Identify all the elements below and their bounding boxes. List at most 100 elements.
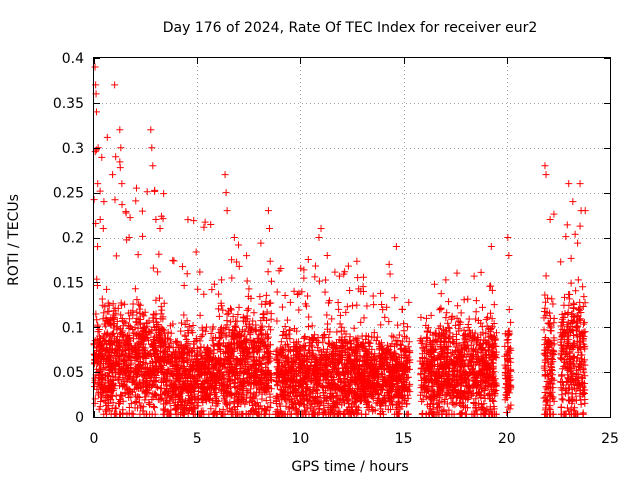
data-point bbox=[183, 401, 191, 409]
data-point bbox=[144, 334, 152, 342]
data-point bbox=[155, 354, 163, 362]
data-point bbox=[140, 312, 148, 320]
data-point bbox=[285, 348, 293, 356]
data-point bbox=[252, 327, 260, 335]
data-point bbox=[489, 340, 497, 348]
data-point bbox=[286, 298, 294, 306]
data-point bbox=[117, 311, 125, 319]
data-point bbox=[173, 337, 181, 345]
data-point bbox=[133, 296, 141, 304]
data-point bbox=[95, 405, 103, 413]
data-point bbox=[356, 361, 364, 369]
data-point bbox=[428, 362, 436, 370]
data-point bbox=[99, 301, 107, 309]
data-point bbox=[143, 351, 151, 359]
data-point bbox=[113, 352, 121, 360]
data-point bbox=[260, 371, 268, 379]
data-point bbox=[491, 392, 499, 400]
data-point bbox=[387, 356, 395, 364]
data-point bbox=[436, 322, 444, 330]
data-point bbox=[122, 208, 130, 216]
data-point bbox=[405, 338, 413, 346]
data-point bbox=[263, 316, 271, 324]
data-point bbox=[185, 322, 193, 330]
data-point bbox=[436, 332, 444, 340]
data-point bbox=[177, 398, 185, 406]
data-point bbox=[219, 389, 227, 397]
data-point bbox=[241, 318, 249, 326]
data-point bbox=[181, 349, 189, 357]
data-point bbox=[222, 398, 230, 406]
data-point bbox=[400, 327, 408, 335]
data-point bbox=[502, 384, 510, 392]
data-point bbox=[464, 332, 472, 340]
data-point bbox=[346, 378, 354, 386]
data-point bbox=[458, 376, 466, 384]
data-point bbox=[179, 365, 187, 373]
data-point bbox=[470, 373, 478, 381]
data-point bbox=[449, 338, 457, 346]
data-point bbox=[504, 348, 512, 356]
data-point bbox=[348, 358, 356, 366]
data-point bbox=[257, 370, 265, 378]
data-point bbox=[200, 290, 208, 298]
data-point bbox=[103, 355, 111, 363]
data-point bbox=[277, 349, 285, 357]
data-point bbox=[273, 317, 281, 325]
data-point bbox=[237, 368, 245, 376]
data-point bbox=[149, 310, 157, 318]
data-point bbox=[191, 371, 199, 379]
data-point bbox=[375, 391, 383, 399]
data-point bbox=[181, 379, 189, 387]
data-point bbox=[239, 396, 247, 404]
data-point bbox=[286, 326, 294, 334]
data-point bbox=[304, 397, 312, 405]
data-point bbox=[166, 397, 174, 405]
data-point bbox=[244, 349, 252, 357]
data-point bbox=[402, 374, 410, 382]
data-point bbox=[262, 298, 270, 306]
data-point bbox=[111, 373, 119, 381]
data-point bbox=[334, 298, 342, 306]
data-point bbox=[260, 354, 268, 362]
data-point bbox=[461, 350, 469, 358]
data-point bbox=[324, 400, 332, 408]
data-point bbox=[215, 376, 223, 384]
data-point bbox=[347, 403, 355, 411]
data-point bbox=[160, 400, 168, 408]
data-point bbox=[354, 404, 362, 412]
data-point bbox=[226, 368, 234, 376]
data-point bbox=[312, 367, 320, 375]
data-point bbox=[167, 406, 175, 414]
data-point bbox=[502, 391, 510, 399]
data-point bbox=[177, 327, 185, 335]
data-point bbox=[266, 357, 274, 365]
data-point bbox=[93, 282, 101, 290]
data-point bbox=[102, 347, 110, 355]
data-point bbox=[273, 381, 281, 389]
data-point bbox=[225, 309, 233, 317]
data-point bbox=[287, 382, 295, 390]
data-point bbox=[426, 395, 434, 403]
data-point bbox=[341, 268, 349, 276]
data-point bbox=[157, 332, 165, 340]
data-point bbox=[482, 315, 490, 323]
data-point bbox=[132, 318, 140, 326]
data-point bbox=[164, 328, 172, 336]
data-point bbox=[283, 358, 291, 366]
data-point bbox=[467, 358, 475, 366]
data-point bbox=[154, 268, 162, 276]
data-point bbox=[490, 405, 498, 413]
data-point bbox=[144, 350, 152, 358]
data-point bbox=[148, 326, 156, 334]
data-point bbox=[430, 400, 438, 408]
data-point bbox=[384, 406, 392, 414]
data-point bbox=[340, 384, 348, 392]
data-point bbox=[165, 342, 173, 350]
data-point bbox=[91, 148, 99, 156]
data-point bbox=[423, 401, 431, 409]
data-point bbox=[472, 297, 480, 305]
data-point bbox=[252, 357, 260, 365]
data-point bbox=[287, 375, 295, 383]
data-point bbox=[281, 410, 289, 418]
